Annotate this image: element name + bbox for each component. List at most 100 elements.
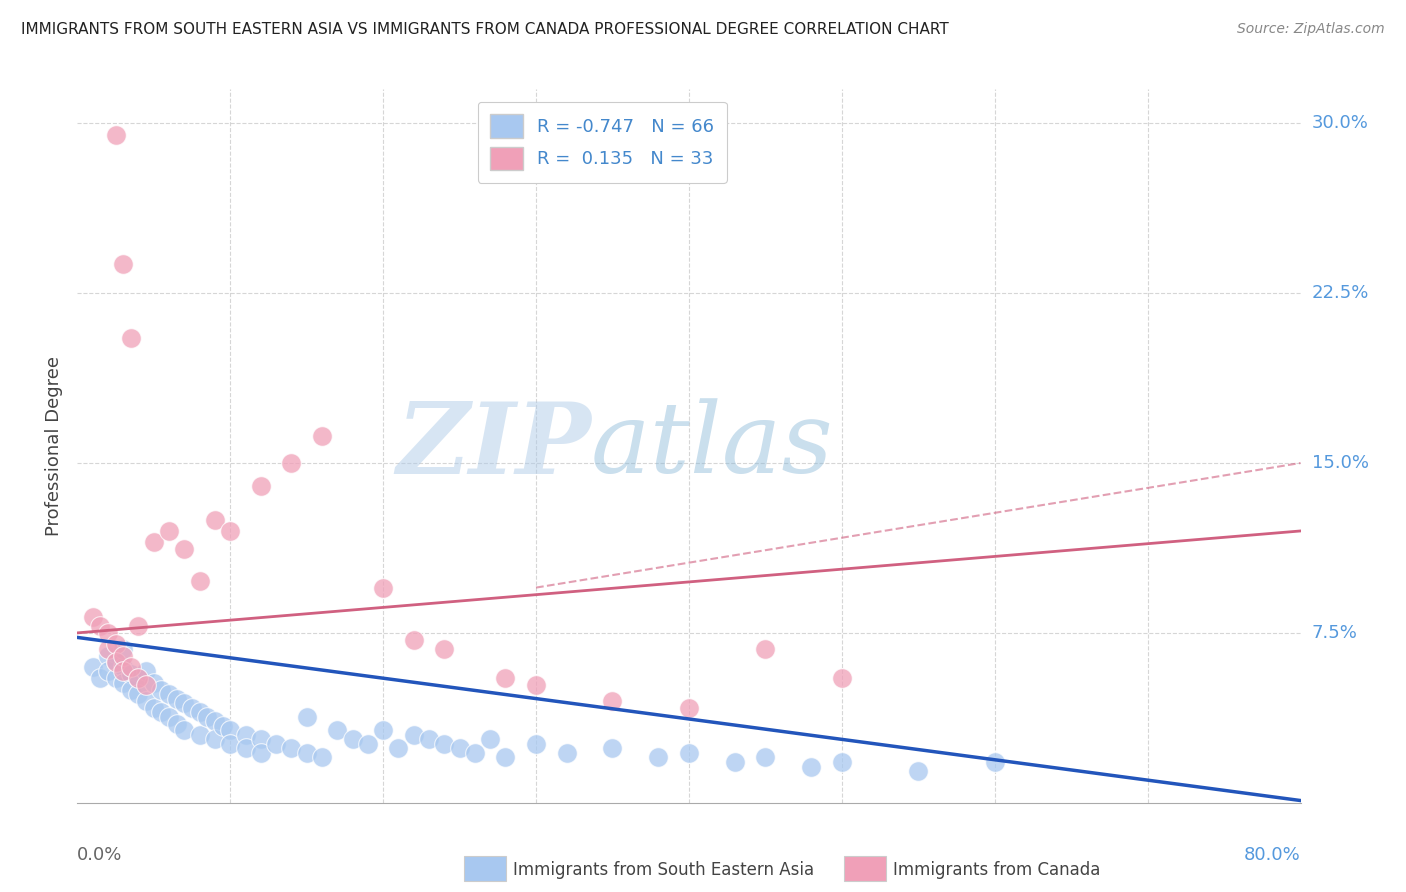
Point [188, 728, 211, 742]
Point [204, 714, 226, 729]
Point [371, 581, 394, 595]
Point [433, 641, 456, 656]
Point [112, 675, 135, 690]
Point [204, 732, 226, 747]
Point [602, 741, 624, 756]
Point [127, 619, 149, 633]
Point [142, 535, 165, 549]
Point [326, 723, 349, 738]
Point [402, 632, 425, 647]
Text: 7.5%: 7.5% [1312, 624, 1358, 642]
Point [907, 764, 929, 778]
Point [150, 682, 173, 697]
Point [219, 524, 242, 538]
Point [135, 694, 157, 708]
Point [235, 741, 257, 756]
Point [831, 755, 853, 769]
Point [754, 641, 776, 656]
Point [112, 648, 135, 663]
Text: 22.5%: 22.5% [1312, 284, 1369, 302]
Point [120, 331, 142, 345]
Point [181, 700, 204, 714]
Point [724, 755, 747, 769]
Point [97, 626, 120, 640]
Text: 15.0%: 15.0% [1312, 454, 1368, 472]
Point [250, 478, 273, 492]
Point [157, 687, 180, 701]
Point [264, 737, 287, 751]
Point [311, 750, 333, 764]
Point [524, 737, 547, 751]
Text: 0.0%: 0.0% [77, 846, 122, 863]
Point [150, 705, 173, 719]
Point [311, 429, 333, 443]
Point [127, 671, 149, 685]
Point [195, 709, 218, 723]
Point [120, 666, 142, 681]
Point [464, 746, 486, 760]
Point [127, 687, 149, 701]
Point [135, 665, 157, 679]
Point [166, 716, 188, 731]
Point [295, 746, 318, 760]
Point [173, 696, 195, 710]
Point [157, 709, 180, 723]
Point [104, 656, 127, 670]
Point [647, 750, 669, 764]
Point [524, 678, 547, 692]
Point [204, 513, 226, 527]
Point [112, 257, 135, 271]
Point [142, 675, 165, 690]
Point [984, 755, 1007, 769]
Point [120, 660, 142, 674]
Point [280, 456, 302, 470]
Text: ZIP: ZIP [396, 398, 591, 494]
Point [104, 656, 127, 670]
Point [831, 671, 853, 685]
Point [112, 660, 135, 674]
Legend: R = -0.747   N = 66, R =  0.135   N = 33: R = -0.747 N = 66, R = 0.135 N = 33 [478, 102, 727, 183]
Point [387, 741, 409, 756]
Point [142, 700, 165, 714]
Text: Source: ZipAtlas.com: Source: ZipAtlas.com [1237, 22, 1385, 37]
Text: IMMIGRANTS FROM SOUTH EASTERN ASIA VS IMMIGRANTS FROM CANADA PROFESSIONAL DEGREE: IMMIGRANTS FROM SOUTH EASTERN ASIA VS IM… [21, 22, 949, 37]
Point [104, 128, 127, 142]
Point [157, 524, 180, 538]
Point [433, 737, 456, 751]
Point [479, 732, 502, 747]
Point [449, 741, 471, 756]
Point [188, 705, 211, 719]
Point [135, 678, 157, 692]
Point [235, 728, 257, 742]
Point [112, 641, 135, 656]
Point [602, 694, 624, 708]
Point [555, 746, 578, 760]
Point [754, 750, 776, 764]
Point [495, 671, 517, 685]
Point [173, 723, 195, 738]
Point [495, 750, 517, 764]
Point [678, 700, 700, 714]
Point [188, 574, 211, 588]
Text: Immigrants from South Eastern Asia: Immigrants from South Eastern Asia [513, 861, 814, 879]
Point [250, 746, 273, 760]
Point [211, 719, 233, 733]
Point [357, 737, 380, 751]
Point [173, 542, 195, 557]
Point [82, 660, 104, 674]
Point [678, 746, 700, 760]
Point [97, 641, 120, 656]
Point [166, 691, 188, 706]
Point [89, 671, 111, 685]
Point [219, 723, 242, 738]
Point [120, 682, 142, 697]
Point [82, 610, 104, 624]
Point [89, 619, 111, 633]
Y-axis label: Professional Degree: Professional Degree [45, 356, 63, 536]
Point [97, 648, 120, 663]
Point [402, 728, 425, 742]
Point [97, 665, 120, 679]
Point [104, 637, 127, 651]
Point [418, 732, 440, 747]
Point [342, 732, 364, 747]
